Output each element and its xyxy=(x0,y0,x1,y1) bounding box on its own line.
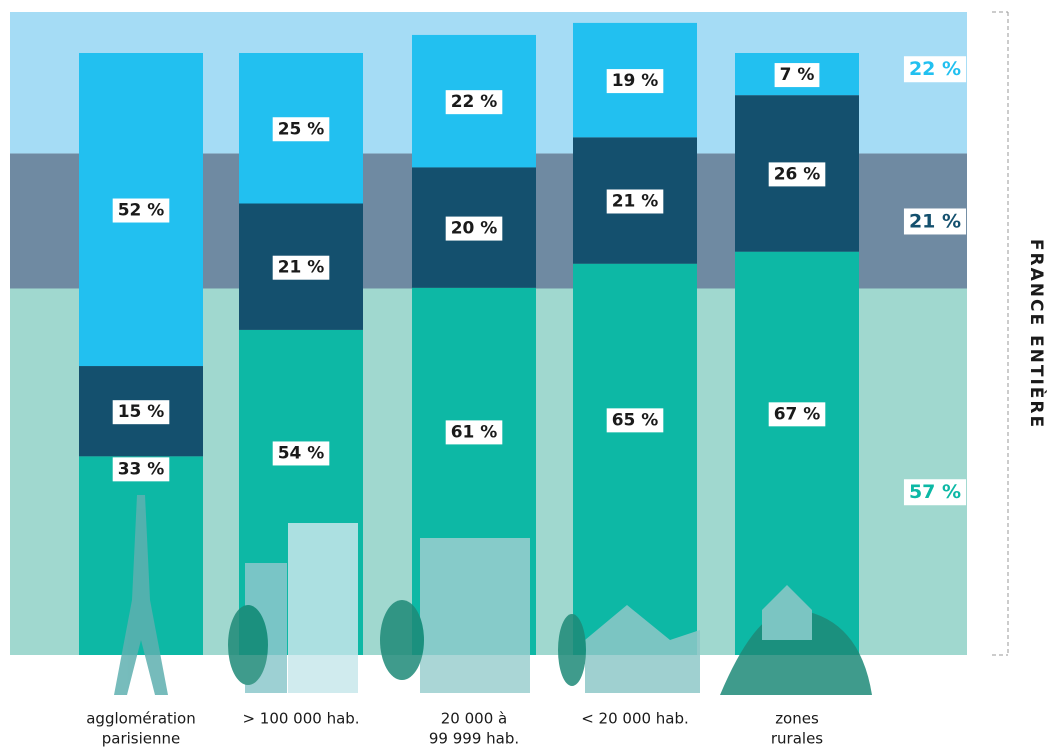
category-label: < 20 000 hab. xyxy=(581,710,689,728)
value-label: 52 % xyxy=(118,201,165,221)
label-box xyxy=(445,90,503,115)
house xyxy=(585,605,700,693)
value-label: 57 % xyxy=(909,481,961,503)
value-label: 21 % xyxy=(909,210,961,232)
value-label: 26 % xyxy=(774,164,821,184)
label-box xyxy=(112,198,170,223)
label-box xyxy=(445,216,503,241)
value-label: 19 % xyxy=(612,71,659,91)
building xyxy=(420,538,530,693)
category-label: > 100 000 hab. xyxy=(242,710,359,728)
value-label: 7 % xyxy=(780,65,815,85)
value-label: 20 % xyxy=(451,219,498,239)
value-label: 67 % xyxy=(774,404,821,424)
label-box xyxy=(112,457,170,482)
value-label: 65 % xyxy=(612,410,659,430)
tree xyxy=(558,614,586,686)
label-box xyxy=(903,208,967,235)
label-box xyxy=(768,162,826,187)
value-label: 22 % xyxy=(451,92,498,112)
eiffel-tower xyxy=(114,495,168,695)
labels: 57 % 21 % 22 % 33 % 15 % 52 % agglomération par… xyxy=(86,56,967,747)
hill xyxy=(720,609,872,695)
label-box xyxy=(903,479,967,506)
label-box xyxy=(606,408,664,433)
category-label: 99 999 hab. xyxy=(429,730,519,747)
category-label: parisienne xyxy=(102,730,181,747)
value-label: 25 % xyxy=(278,119,325,139)
label-box xyxy=(112,400,170,425)
label-box xyxy=(903,56,967,83)
bar-segment xyxy=(573,263,697,655)
tree xyxy=(380,600,424,680)
category-label: rurales xyxy=(771,730,823,747)
label-box xyxy=(606,189,664,214)
icons xyxy=(114,495,872,695)
value-label: 33 % xyxy=(118,459,165,479)
value-label: 15 % xyxy=(118,402,165,422)
label-box xyxy=(774,63,820,88)
building xyxy=(288,523,358,693)
label-box xyxy=(272,255,330,280)
label-box xyxy=(272,441,330,466)
label-box xyxy=(445,420,503,445)
value-label: 54 % xyxy=(278,443,325,463)
category-label: agglomération xyxy=(86,710,196,728)
value-label: 21 % xyxy=(278,258,325,278)
overall-title: FRANCE ENTIÈRE xyxy=(1026,239,1048,429)
category-label: 20 000 à xyxy=(441,710,507,728)
tree xyxy=(228,605,268,685)
label-box xyxy=(606,69,664,94)
label-box xyxy=(272,117,330,142)
label-box xyxy=(768,402,826,427)
bar-segment xyxy=(735,251,859,655)
value-label: 21 % xyxy=(612,191,659,211)
value-label: 22 % xyxy=(909,58,961,80)
house xyxy=(762,585,812,640)
value-label: 61 % xyxy=(451,422,498,442)
category-label: zones xyxy=(775,710,819,728)
